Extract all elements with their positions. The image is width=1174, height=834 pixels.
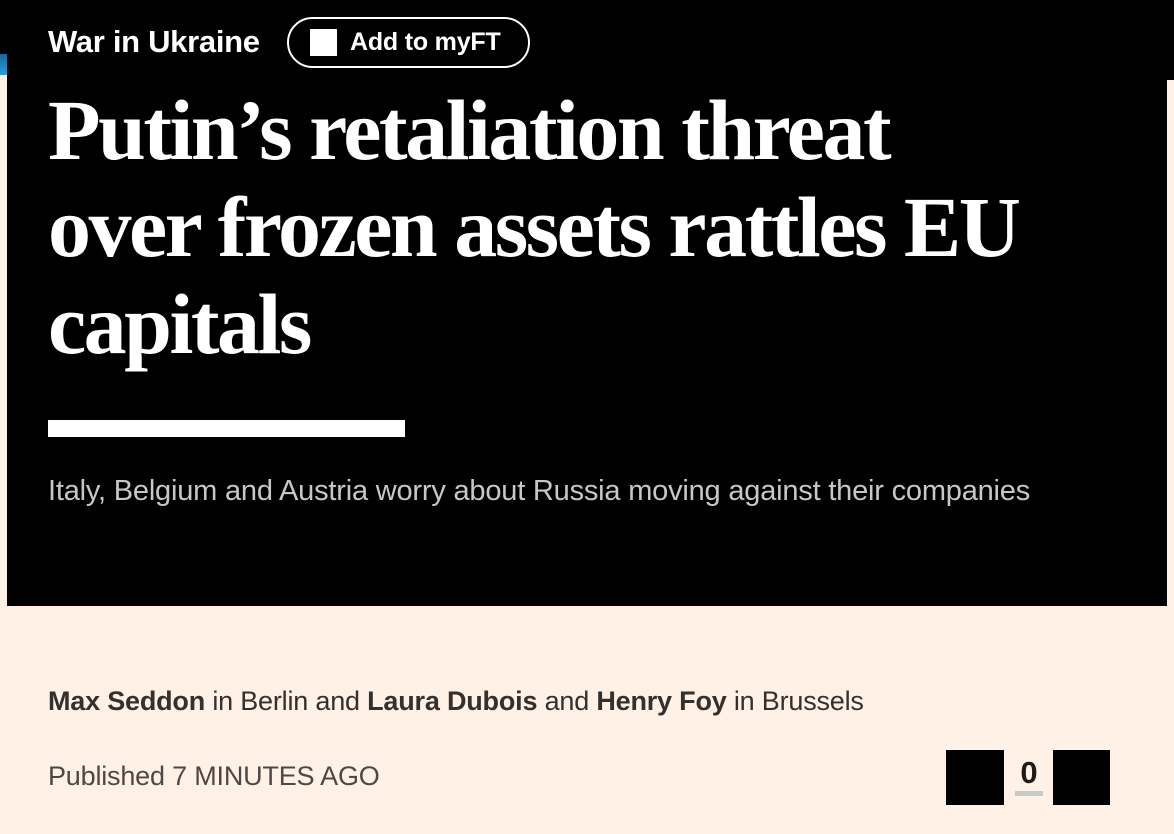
headline-line-3: capitals	[48, 276, 312, 372]
author-link[interactable]: Laura Dubois	[367, 686, 538, 716]
author-link[interactable]: Henry Foy	[596, 686, 727, 716]
published-timestamp: Published 7 MINUTES AGO	[48, 759, 380, 793]
headline-rule	[48, 420, 405, 437]
headline-line-1: Putin’s retaliation threat	[48, 82, 892, 178]
published-label: Published	[48, 761, 165, 791]
article-standfirst: Italy, Belgium and Austria worry about R…	[48, 475, 1031, 507]
author-link[interactable]: Max Seddon	[48, 686, 206, 716]
article-headline: Putin’s retaliation threat over frozen a…	[48, 82, 1153, 373]
share-icon[interactable]	[946, 750, 1004, 805]
add-icon	[310, 29, 337, 56]
article-topper: War in Ukraine Add to myFT Putin’s retal…	[7, 0, 1167, 606]
comment-count-underline	[1015, 791, 1043, 796]
headline-line-2: over frozen assets rattles EU	[48, 179, 1021, 275]
add-to-myft-label: Add to myFT	[350, 28, 501, 56]
byline-text: in Berlin and	[205, 686, 368, 716]
comment-count-link[interactable]: 0	[1012, 756, 1046, 796]
comment-count-value: 0	[1020, 755, 1038, 790]
byline-text: and	[537, 686, 597, 716]
byline: Max Seddon in Berlin and Laura Dubois an…	[48, 684, 864, 718]
topic-tag-link[interactable]: War in Ukraine	[48, 24, 260, 59]
comments-icon[interactable]	[1053, 750, 1110, 805]
right-bleed-bar	[1167, 0, 1174, 80]
add-to-myft-button[interactable]: Add to myFT	[287, 17, 530, 68]
published-time: 7 MINUTES AGO	[172, 761, 380, 791]
byline-text: in Brussels	[726, 686, 864, 716]
left-image-sliver	[0, 54, 7, 75]
